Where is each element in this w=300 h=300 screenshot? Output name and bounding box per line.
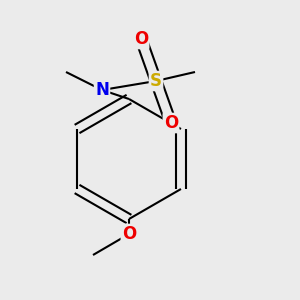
Text: N: N <box>95 81 109 99</box>
Text: O: O <box>122 225 136 243</box>
Text: O: O <box>134 30 148 48</box>
Text: S: S <box>150 72 162 90</box>
Text: O: O <box>164 114 178 132</box>
